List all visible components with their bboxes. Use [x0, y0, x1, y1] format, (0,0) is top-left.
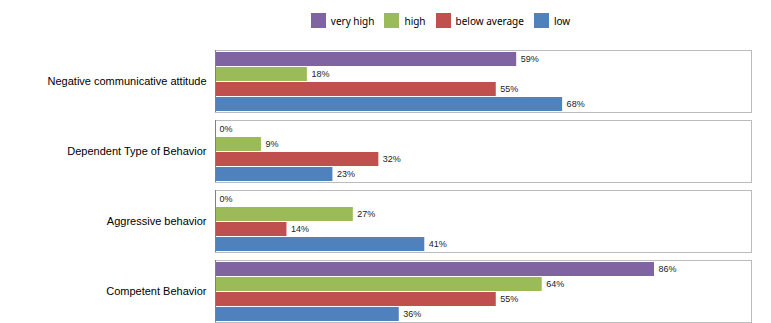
svg-text:0%: 0% — [220, 194, 233, 204]
svg-text:59%: 59% — [521, 54, 539, 64]
svg-text:55%: 55% — [500, 84, 518, 94]
html-text:low: low — [553, 13, 571, 28]
svg-text:41%: 41% — [429, 239, 447, 249]
svg-text:36%: 36% — [403, 309, 421, 319]
svg-text:86%: 86% — [659, 264, 677, 274]
svg-text:Aggressive behavior: Aggressive behavior — [107, 215, 207, 227]
svg-text:Competent Behavior: Competent Behavior — [106, 285, 207, 297]
svg-text:Dependent Type of Behavior: Dependent Type of Behavior — [67, 145, 207, 157]
svg-text:27%: 27% — [357, 209, 375, 219]
svg-text:18%: 18% — [311, 69, 329, 79]
svg-text:68%: 68% — [567, 99, 585, 109]
svg-text:55%: 55% — [500, 294, 518, 304]
html-text:high: high — [404, 13, 426, 28]
svg-text:9%: 9% — [265, 139, 278, 149]
svg-text:14%: 14% — [291, 224, 309, 234]
svg-text:23%: 23% — [337, 169, 355, 179]
svg-text:0%: 0% — [220, 124, 233, 134]
html-text:below average: below average — [455, 13, 524, 28]
html-text:very high: very high — [330, 13, 375, 28]
svg-text:32%: 32% — [383, 154, 401, 164]
svg-text:64%: 64% — [546, 279, 564, 289]
svg-text:Negative communicative attitud: Negative communicative attitude — [48, 75, 207, 87]
